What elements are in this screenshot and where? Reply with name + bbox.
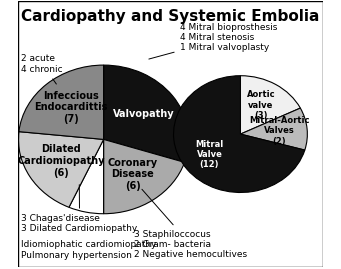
Wedge shape bbox=[69, 139, 104, 214]
Text: Coronary
Disease
(6): Coronary Disease (6) bbox=[107, 158, 158, 191]
Wedge shape bbox=[240, 76, 300, 134]
Text: 3 Staphiloccocus
2 Gram- bacteria
2 Negative hemocultives: 3 Staphiloccocus 2 Gram- bacteria 2 Nega… bbox=[134, 189, 247, 259]
Text: Idiomiophatic cardiomiopathy
Pulmonary hypertension: Idiomiophatic cardiomiopathy Pulmonary h… bbox=[21, 240, 157, 260]
Text: Mitral
Valve
(12): Mitral Valve (12) bbox=[195, 140, 224, 169]
Text: 3 Chagas'disease
3 Dilated Cardiomiopathy: 3 Chagas'disease 3 Dilated Cardiomiopath… bbox=[21, 185, 138, 233]
Text: Dilated
Cardiomiopathy
(6): Dilated Cardiomiopathy (6) bbox=[17, 144, 105, 178]
Text: Valvopathy: Valvopathy bbox=[113, 109, 174, 119]
Text: Infeccious
Endocardittis
(7): Infeccious Endocardittis (7) bbox=[34, 91, 107, 124]
Wedge shape bbox=[104, 65, 189, 162]
Text: Mitral-Aortic
Valves
(2): Mitral-Aortic Valves (2) bbox=[249, 116, 309, 146]
Wedge shape bbox=[18, 132, 104, 207]
Text: Cardiopathy and Systemic Embolia: Cardiopathy and Systemic Embolia bbox=[21, 9, 320, 24]
Text: 4 Mitral bioprosthesis
4 Mitral stenosis
1 Mitral valvoplasty: 4 Mitral bioprosthesis 4 Mitral stenosis… bbox=[149, 23, 277, 59]
Text: 2 acute
4 chronic: 2 acute 4 chronic bbox=[21, 55, 63, 84]
Wedge shape bbox=[104, 139, 184, 214]
Text: Aortic
valve
(3): Aortic valve (3) bbox=[247, 90, 275, 120]
Wedge shape bbox=[174, 76, 305, 193]
Wedge shape bbox=[19, 65, 104, 139]
Wedge shape bbox=[240, 108, 307, 150]
